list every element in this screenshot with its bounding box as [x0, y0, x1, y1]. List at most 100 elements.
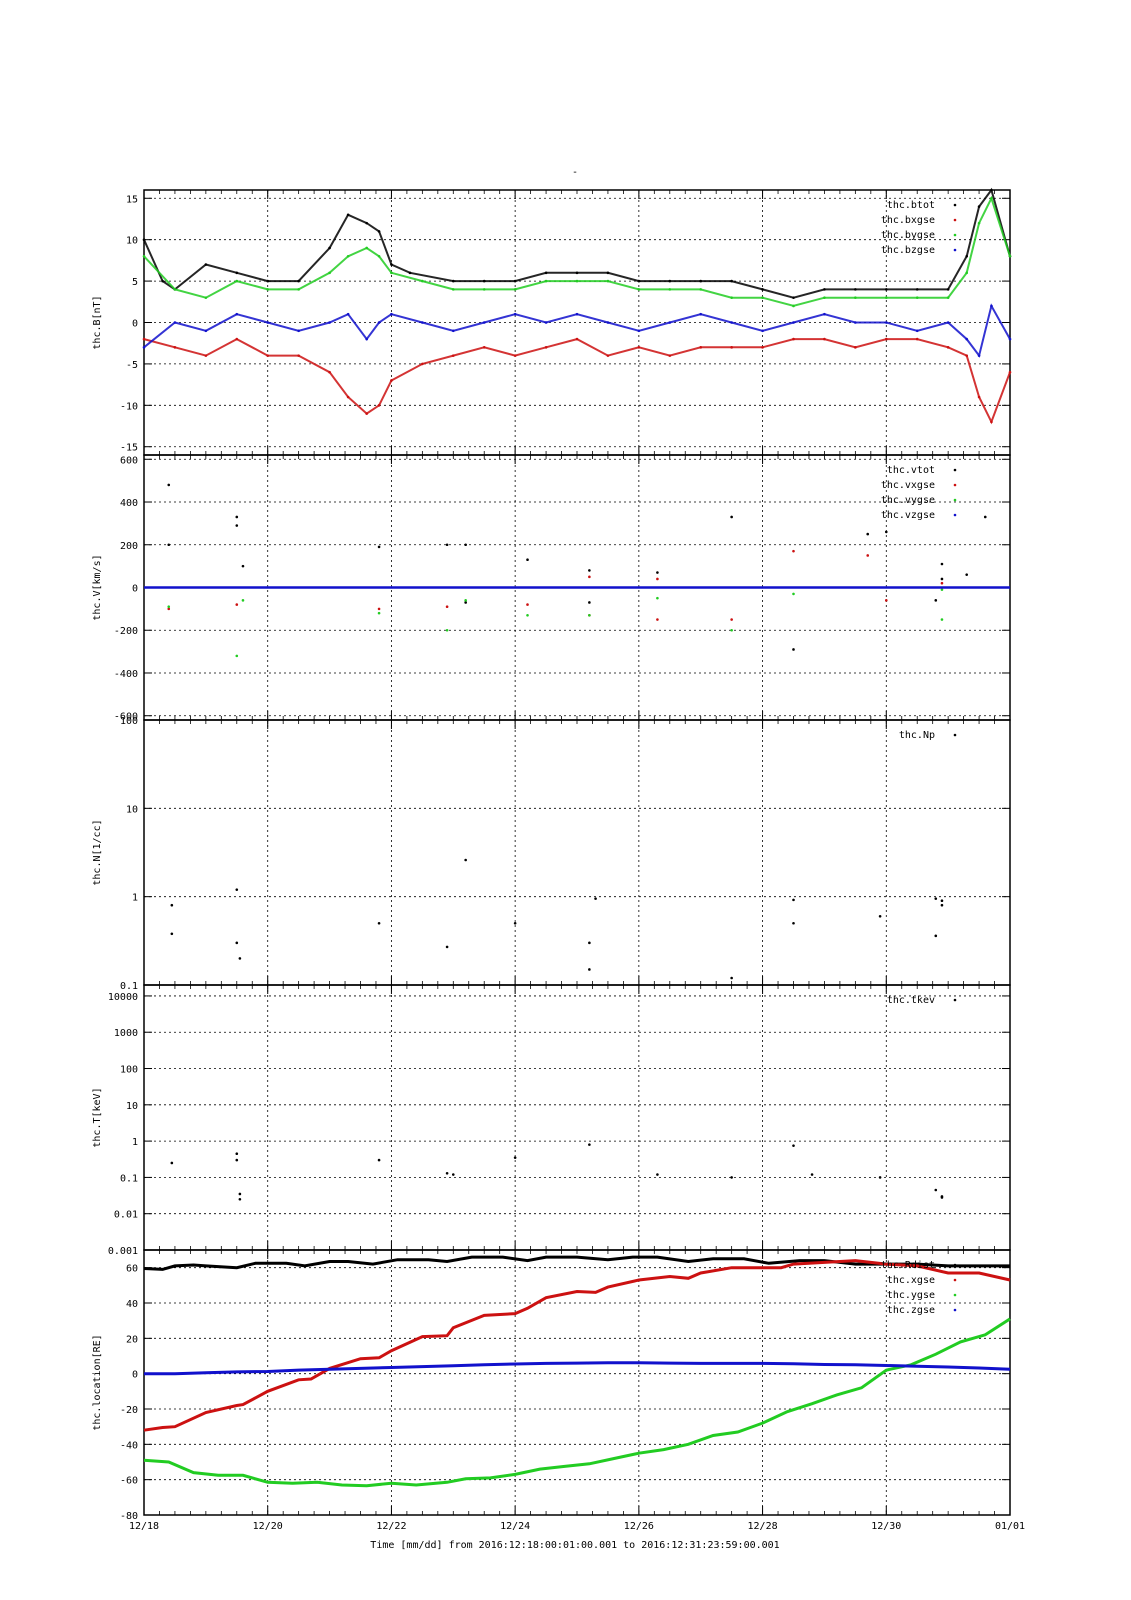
y-tick-label: 60 [126, 1264, 138, 1275]
panel-5: -80 -60 -40 -20 0 20 40 60 thc.location[RE] thc.R… [92, 1249, 1025, 1532]
data-point [940, 903, 944, 907]
data-point [235, 888, 239, 891]
y-tick-label: -200 [114, 626, 138, 637]
series-trace [143, 187, 1011, 299]
data-point [170, 932, 174, 936]
data-point [730, 976, 733, 980]
series-thc-bxgse [142, 337, 1012, 425]
panel-frame [143, 719, 1011, 986]
legend-marker [953, 1293, 957, 1297]
series-thc-ygse [143, 1317, 1011, 1488]
data-point [965, 573, 968, 576]
data-point [588, 968, 591, 971]
data-point [934, 934, 938, 938]
y-tick-label: 0 [132, 319, 138, 330]
data-point [792, 549, 795, 553]
legend-marker [953, 233, 957, 237]
data-point [238, 1192, 242, 1196]
panel-4: 0.001 0.01 0.1 1 10 100 1000 10000 thc.T[keV] thc… [92, 984, 1011, 1257]
y-tick-label: 100 [120, 716, 138, 727]
data-point [792, 648, 795, 651]
legend: thc.tkev [887, 995, 957, 1006]
data-point [792, 898, 795, 902]
data-point [940, 588, 944, 591]
legend-marker [953, 1278, 957, 1282]
legend: thc.Np [899, 730, 957, 741]
legend-label: thc.vygse [881, 495, 935, 506]
legend: thc.Rdist thc.xgse thc.ygse thc.zgse [881, 1260, 957, 1316]
legend-label: thc.vtot [887, 465, 935, 476]
data-point [940, 1195, 944, 1198]
y-tick-label: 400 [120, 498, 138, 509]
data-point [167, 543, 171, 547]
data-point [167, 483, 171, 487]
data-point [377, 607, 381, 611]
data-point [464, 601, 467, 604]
data-point [238, 957, 242, 960]
x-tick-label: 12/28 [748, 1521, 778, 1532]
legend-marker [953, 203, 957, 207]
panel-frame [143, 984, 1011, 1251]
legend-label: thc.tkev [887, 995, 935, 1006]
data-point [445, 628, 449, 632]
data-point [445, 945, 449, 949]
panel-2: -600 -400 -200 0 200 400 600 thc.V[km/s] thc.vto… [92, 454, 1011, 723]
legend-label: thc.Np [899, 730, 935, 741]
data-point [526, 613, 529, 617]
data-point [445, 1171, 449, 1175]
data-point [464, 858, 467, 862]
legend-marker [953, 483, 957, 487]
legend-label: thc.xgse [887, 1275, 935, 1286]
data-point [588, 941, 591, 945]
series-line [143, 1259, 1011, 1432]
legend-label: thc.bygse [881, 230, 935, 241]
legend: thc.vtot thc.vxgse thc.vygse thc.vzgse [881, 465, 957, 521]
data-point [445, 543, 449, 547]
top-mark: - [572, 167, 578, 178]
data-point [235, 515, 239, 519]
data-point [934, 599, 938, 602]
data-point [513, 921, 517, 925]
legend-label: thc.btot [887, 200, 935, 211]
y-tick-label: 1000 [114, 1028, 138, 1039]
series-thc-vtot [167, 483, 987, 651]
series-thc-Np [170, 858, 944, 980]
data-point [656, 618, 659, 621]
data-point [526, 603, 529, 606]
data-point [983, 515, 987, 519]
y-tick-label: 10 [126, 236, 138, 247]
series-thc-bygse [142, 195, 1012, 308]
data-point [878, 1176, 882, 1179]
legend-marker [953, 1263, 957, 1267]
data-point [588, 575, 591, 579]
x-tick-label: 12/20 [253, 1521, 283, 1532]
data-point [238, 1197, 242, 1201]
series-line [143, 1317, 1011, 1488]
data-point [656, 571, 659, 574]
legend-marker [953, 248, 957, 252]
y-tick-label: 600 [120, 455, 138, 466]
series-trace [143, 195, 1011, 307]
data-point [792, 592, 795, 596]
y-tick-label: 1 [132, 893, 138, 904]
legend-label: thc.bxgse [881, 215, 935, 226]
series-trace [143, 337, 1011, 425]
data-point [170, 1161, 174, 1165]
data-point [884, 599, 888, 602]
data-point [377, 1158, 381, 1162]
data-point [934, 897, 938, 900]
y-tick-label: 0.001 [108, 1246, 138, 1257]
data-point [940, 899, 944, 903]
series-line [144, 1361, 1011, 1376]
y-axis-title: thc.T[keV] [92, 1087, 103, 1147]
data-point [940, 577, 944, 581]
data-point [656, 577, 659, 581]
series-thc-vygse [167, 588, 944, 658]
data-point [878, 914, 882, 918]
chart-panels: -15-10-5051015thc.B[nT]thc.btotthc.bxgse… [92, 187, 1025, 1532]
data-point [464, 599, 467, 602]
data-point [445, 605, 449, 609]
x-tick-label: 12/18 [129, 1521, 159, 1532]
y-tick-label: 100 [120, 1065, 138, 1076]
